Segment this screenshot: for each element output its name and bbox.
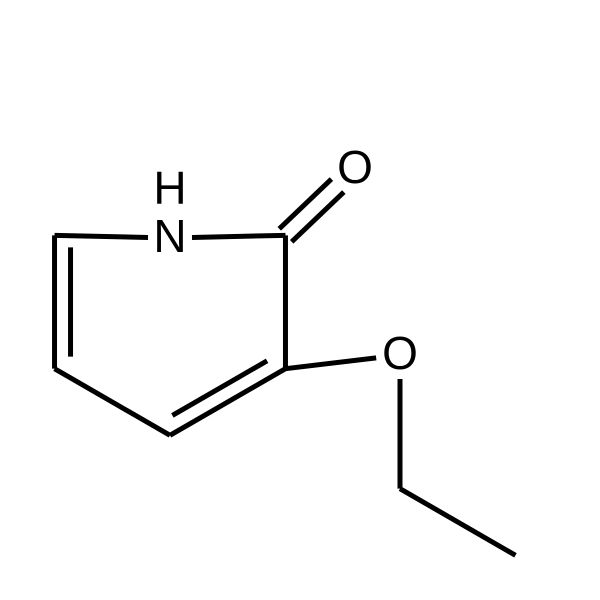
bond-N-C1 (192, 235, 285, 237)
atom-H: H (153, 162, 186, 214)
atom-O1: O (337, 141, 373, 193)
bond-C1-O1-b (279, 179, 331, 229)
bonds-group (55, 179, 516, 555)
bond-C2-O2 (285, 358, 376, 369)
atom-N: N (153, 210, 186, 262)
chemical-structure-svg: NH O O (0, 0, 600, 600)
bond-C1-O1-a (292, 192, 344, 242)
atom-O2: O (382, 327, 418, 379)
bond-CE1-CE2 (400, 489, 515, 556)
bond-C5-N (55, 235, 148, 237)
bond-C2-C3 (170, 369, 285, 436)
bond-C3-C4 (55, 369, 170, 436)
